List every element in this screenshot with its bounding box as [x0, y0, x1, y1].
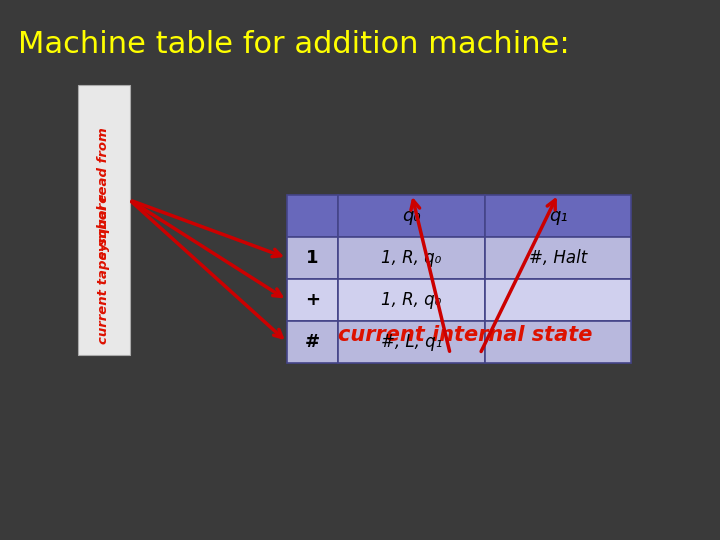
Text: #: #	[305, 333, 320, 351]
FancyBboxPatch shape	[338, 279, 485, 321]
Text: +: +	[305, 291, 320, 309]
Text: 1, R, q₀: 1, R, q₀	[382, 249, 442, 267]
Text: symbol read from: symbol read from	[97, 127, 110, 259]
FancyBboxPatch shape	[338, 321, 485, 363]
Text: 1: 1	[307, 249, 319, 267]
FancyBboxPatch shape	[338, 195, 485, 237]
Text: #, Halt: #, Halt	[529, 249, 588, 267]
FancyBboxPatch shape	[287, 195, 338, 237]
Text: #, L, q₁: #, L, q₁	[381, 333, 442, 351]
FancyBboxPatch shape	[485, 237, 631, 279]
FancyBboxPatch shape	[347, 314, 583, 356]
FancyBboxPatch shape	[78, 85, 130, 355]
FancyBboxPatch shape	[287, 237, 338, 279]
Text: q₁: q₁	[549, 207, 567, 225]
Text: current tape-square: current tape-square	[97, 193, 110, 344]
Text: q₀: q₀	[402, 207, 421, 225]
FancyBboxPatch shape	[485, 279, 631, 321]
FancyBboxPatch shape	[485, 195, 631, 237]
FancyBboxPatch shape	[338, 237, 485, 279]
Text: Machine table for addition machine:: Machine table for addition machine:	[18, 30, 570, 59]
FancyBboxPatch shape	[485, 321, 631, 363]
Text: 1, R, q₀: 1, R, q₀	[382, 291, 442, 309]
FancyBboxPatch shape	[287, 279, 338, 321]
FancyBboxPatch shape	[287, 321, 338, 363]
Text: current internal state: current internal state	[338, 325, 593, 345]
